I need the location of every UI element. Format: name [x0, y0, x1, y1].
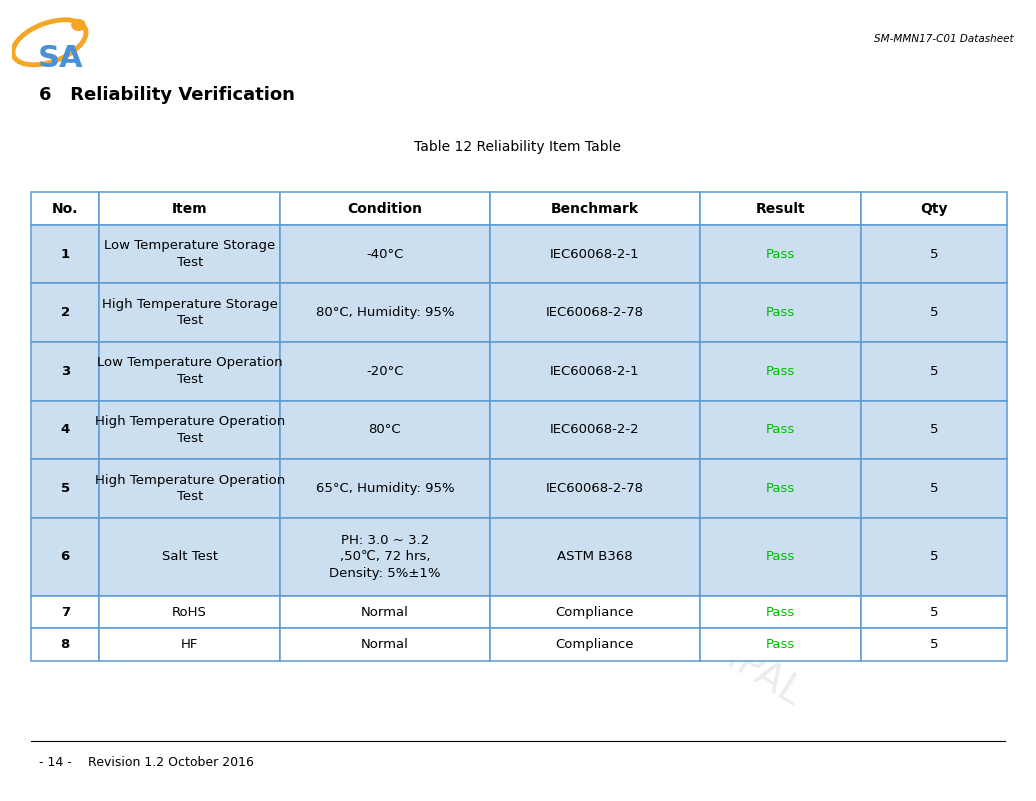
Text: Revision 1.2 October 2016: Revision 1.2 October 2016: [88, 756, 254, 769]
Text: 5: 5: [929, 550, 938, 563]
Text: - 14 -: - 14 -: [39, 756, 73, 769]
Text: High Temperature Operation
Test: High Temperature Operation Test: [94, 415, 285, 445]
Text: IEC60068-2-78: IEC60068-2-78: [546, 306, 643, 319]
Text: Pass: Pass: [766, 248, 795, 260]
Text: IEC60068-2-2: IEC60068-2-2: [550, 423, 639, 437]
Text: High Temperature Storage
Test: High Temperature Storage Test: [102, 298, 278, 328]
Text: Pass: Pass: [766, 638, 795, 651]
Text: 5: 5: [929, 423, 938, 437]
Text: Pass: Pass: [766, 550, 795, 563]
Text: Condition: Condition: [347, 202, 423, 215]
Text: RoHS: RoHS: [172, 606, 207, 618]
Text: 7: 7: [61, 606, 69, 618]
Text: Normal: Normal: [361, 638, 409, 651]
Text: 80°C: 80°C: [369, 423, 401, 437]
Text: 1: 1: [61, 248, 69, 260]
Text: 6   Reliability Verification: 6 Reliability Verification: [39, 86, 295, 103]
Text: Table 12 Reliability Item Table: Table 12 Reliability Item Table: [414, 140, 622, 154]
Text: Low Temperature Storage
Test: Low Temperature Storage Test: [104, 239, 276, 269]
Text: Pass: Pass: [766, 306, 795, 319]
Text: Salt Test: Salt Test: [162, 550, 218, 563]
Text: 3: 3: [61, 364, 69, 378]
Text: 5: 5: [929, 638, 938, 651]
Text: 80°C, Humidity: 95%: 80°C, Humidity: 95%: [316, 306, 454, 319]
Text: Qty: Qty: [920, 202, 948, 215]
Text: HF: HF: [181, 638, 198, 651]
Text: IEC60068-2-1: IEC60068-2-1: [550, 248, 639, 260]
Text: 65°C, Humidity: 95%: 65°C, Humidity: 95%: [316, 482, 454, 495]
Text: Smart App: Smart App: [338, 426, 533, 567]
Text: 2: 2: [61, 306, 69, 319]
Text: Normal: Normal: [361, 606, 409, 618]
Text: 5: 5: [929, 248, 938, 260]
Text: 8: 8: [61, 638, 69, 651]
Text: 5: 5: [929, 606, 938, 618]
Text: -40°C: -40°C: [366, 248, 404, 260]
Text: Pass: Pass: [766, 606, 795, 618]
Text: Benchmark: Benchmark: [551, 202, 638, 215]
Text: Confidential  COMPAL: Confidential COMPAL: [434, 457, 809, 712]
Text: Compliance: Compliance: [555, 638, 634, 651]
Text: 5: 5: [929, 364, 938, 378]
Circle shape: [71, 19, 85, 30]
Text: 5: 5: [61, 482, 69, 495]
Text: Pass: Pass: [766, 364, 795, 378]
Text: 5: 5: [929, 482, 938, 495]
Text: SM-MMN17-C01 Datasheet: SM-MMN17-C01 Datasheet: [873, 34, 1013, 44]
Text: 5: 5: [929, 306, 938, 319]
Text: Item: Item: [172, 202, 207, 215]
Text: Low Temperature Operation
Test: Low Temperature Operation Test: [96, 356, 283, 386]
Text: 6: 6: [61, 550, 69, 563]
Text: 4: 4: [61, 423, 69, 437]
Text: No.: No.: [52, 202, 79, 215]
Text: ASTM B368: ASTM B368: [557, 550, 633, 563]
Text: Pass: Pass: [766, 423, 795, 437]
Text: Result: Result: [755, 202, 805, 215]
Text: Pass: Pass: [766, 482, 795, 495]
Text: IEC60068-2-78: IEC60068-2-78: [546, 482, 643, 495]
Text: IEC60068-2-1: IEC60068-2-1: [550, 364, 639, 378]
Text: -20°C: -20°C: [366, 364, 404, 378]
Text: High Temperature Operation
Test: High Temperature Operation Test: [94, 473, 285, 503]
Text: SA: SA: [38, 44, 84, 74]
Text: Compliance: Compliance: [555, 606, 634, 618]
Text: PH: 3.0 ~ 3.2
,50℃, 72 hrs,
Density: 5%±1%: PH: 3.0 ~ 3.2 ,50℃, 72 hrs, Density: 5%±…: [329, 533, 440, 580]
